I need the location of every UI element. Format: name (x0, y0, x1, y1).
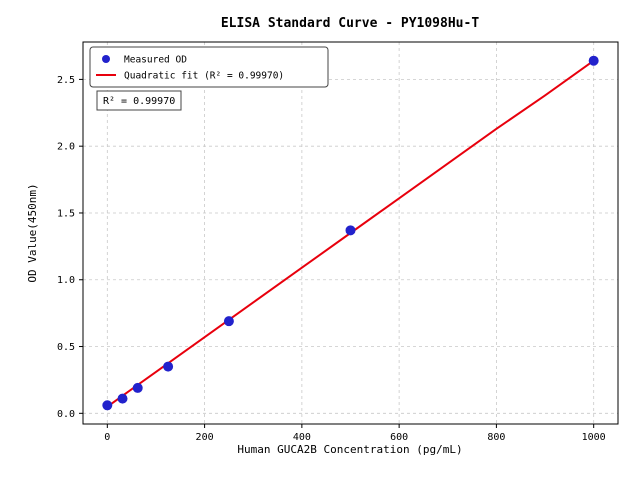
annotation-text: R² = 0.99970 (103, 96, 175, 107)
y-tick-label: 1.5 (57, 208, 75, 219)
x-tick-label: 200 (196, 432, 214, 443)
x-tick-label: 600 (390, 432, 408, 443)
y-tick-label: 2.0 (57, 142, 75, 153)
data-point (345, 225, 356, 236)
x-tick-label: 400 (293, 432, 311, 443)
legend-entry-label: Measured OD (124, 55, 187, 66)
y-tick-label: 0.5 (57, 342, 75, 353)
x-axis-label: Human GUCA2B Concentration (pg/mL) (237, 443, 462, 456)
y-axis-label: OD Value(450nm) (26, 183, 39, 282)
data-point (132, 382, 143, 393)
chart-series (102, 55, 599, 411)
data-point (117, 393, 128, 404)
data-point (588, 55, 599, 66)
chart-title: ELISA Standard Curve - PY1098Hu-T (221, 16, 479, 31)
x-tick-label: 800 (487, 432, 505, 443)
annotation-box (96, 90, 182, 111)
r-squared-annotation: R² = 0.99970 (96, 90, 182, 111)
y-tick-label: 0.0 (57, 409, 75, 420)
x-tick-label: 1000 (582, 432, 606, 443)
y-tick-label: 2.5 (57, 75, 75, 86)
y-tick-label: 1.0 (57, 275, 75, 286)
axis-ticks: 0 200 400 600 800 1000 0.0 0.5 1.0 1.5 2.0 2.5 (57, 75, 606, 443)
data-point (102, 400, 113, 411)
legend-entry-label: Quadratic fit (R² = 0.99970) (124, 71, 284, 82)
legend-marker-dot (102, 55, 110, 63)
data-point (223, 316, 234, 327)
plot-border (82, 41, 619, 425)
data-point (163, 361, 174, 372)
legend-box (89, 46, 329, 88)
grid-lines (83, 42, 618, 424)
legend: Measured OD Quadratic fit (R² = 0.99970) (89, 46, 329, 88)
x-tick-label: 0 (104, 432, 110, 443)
